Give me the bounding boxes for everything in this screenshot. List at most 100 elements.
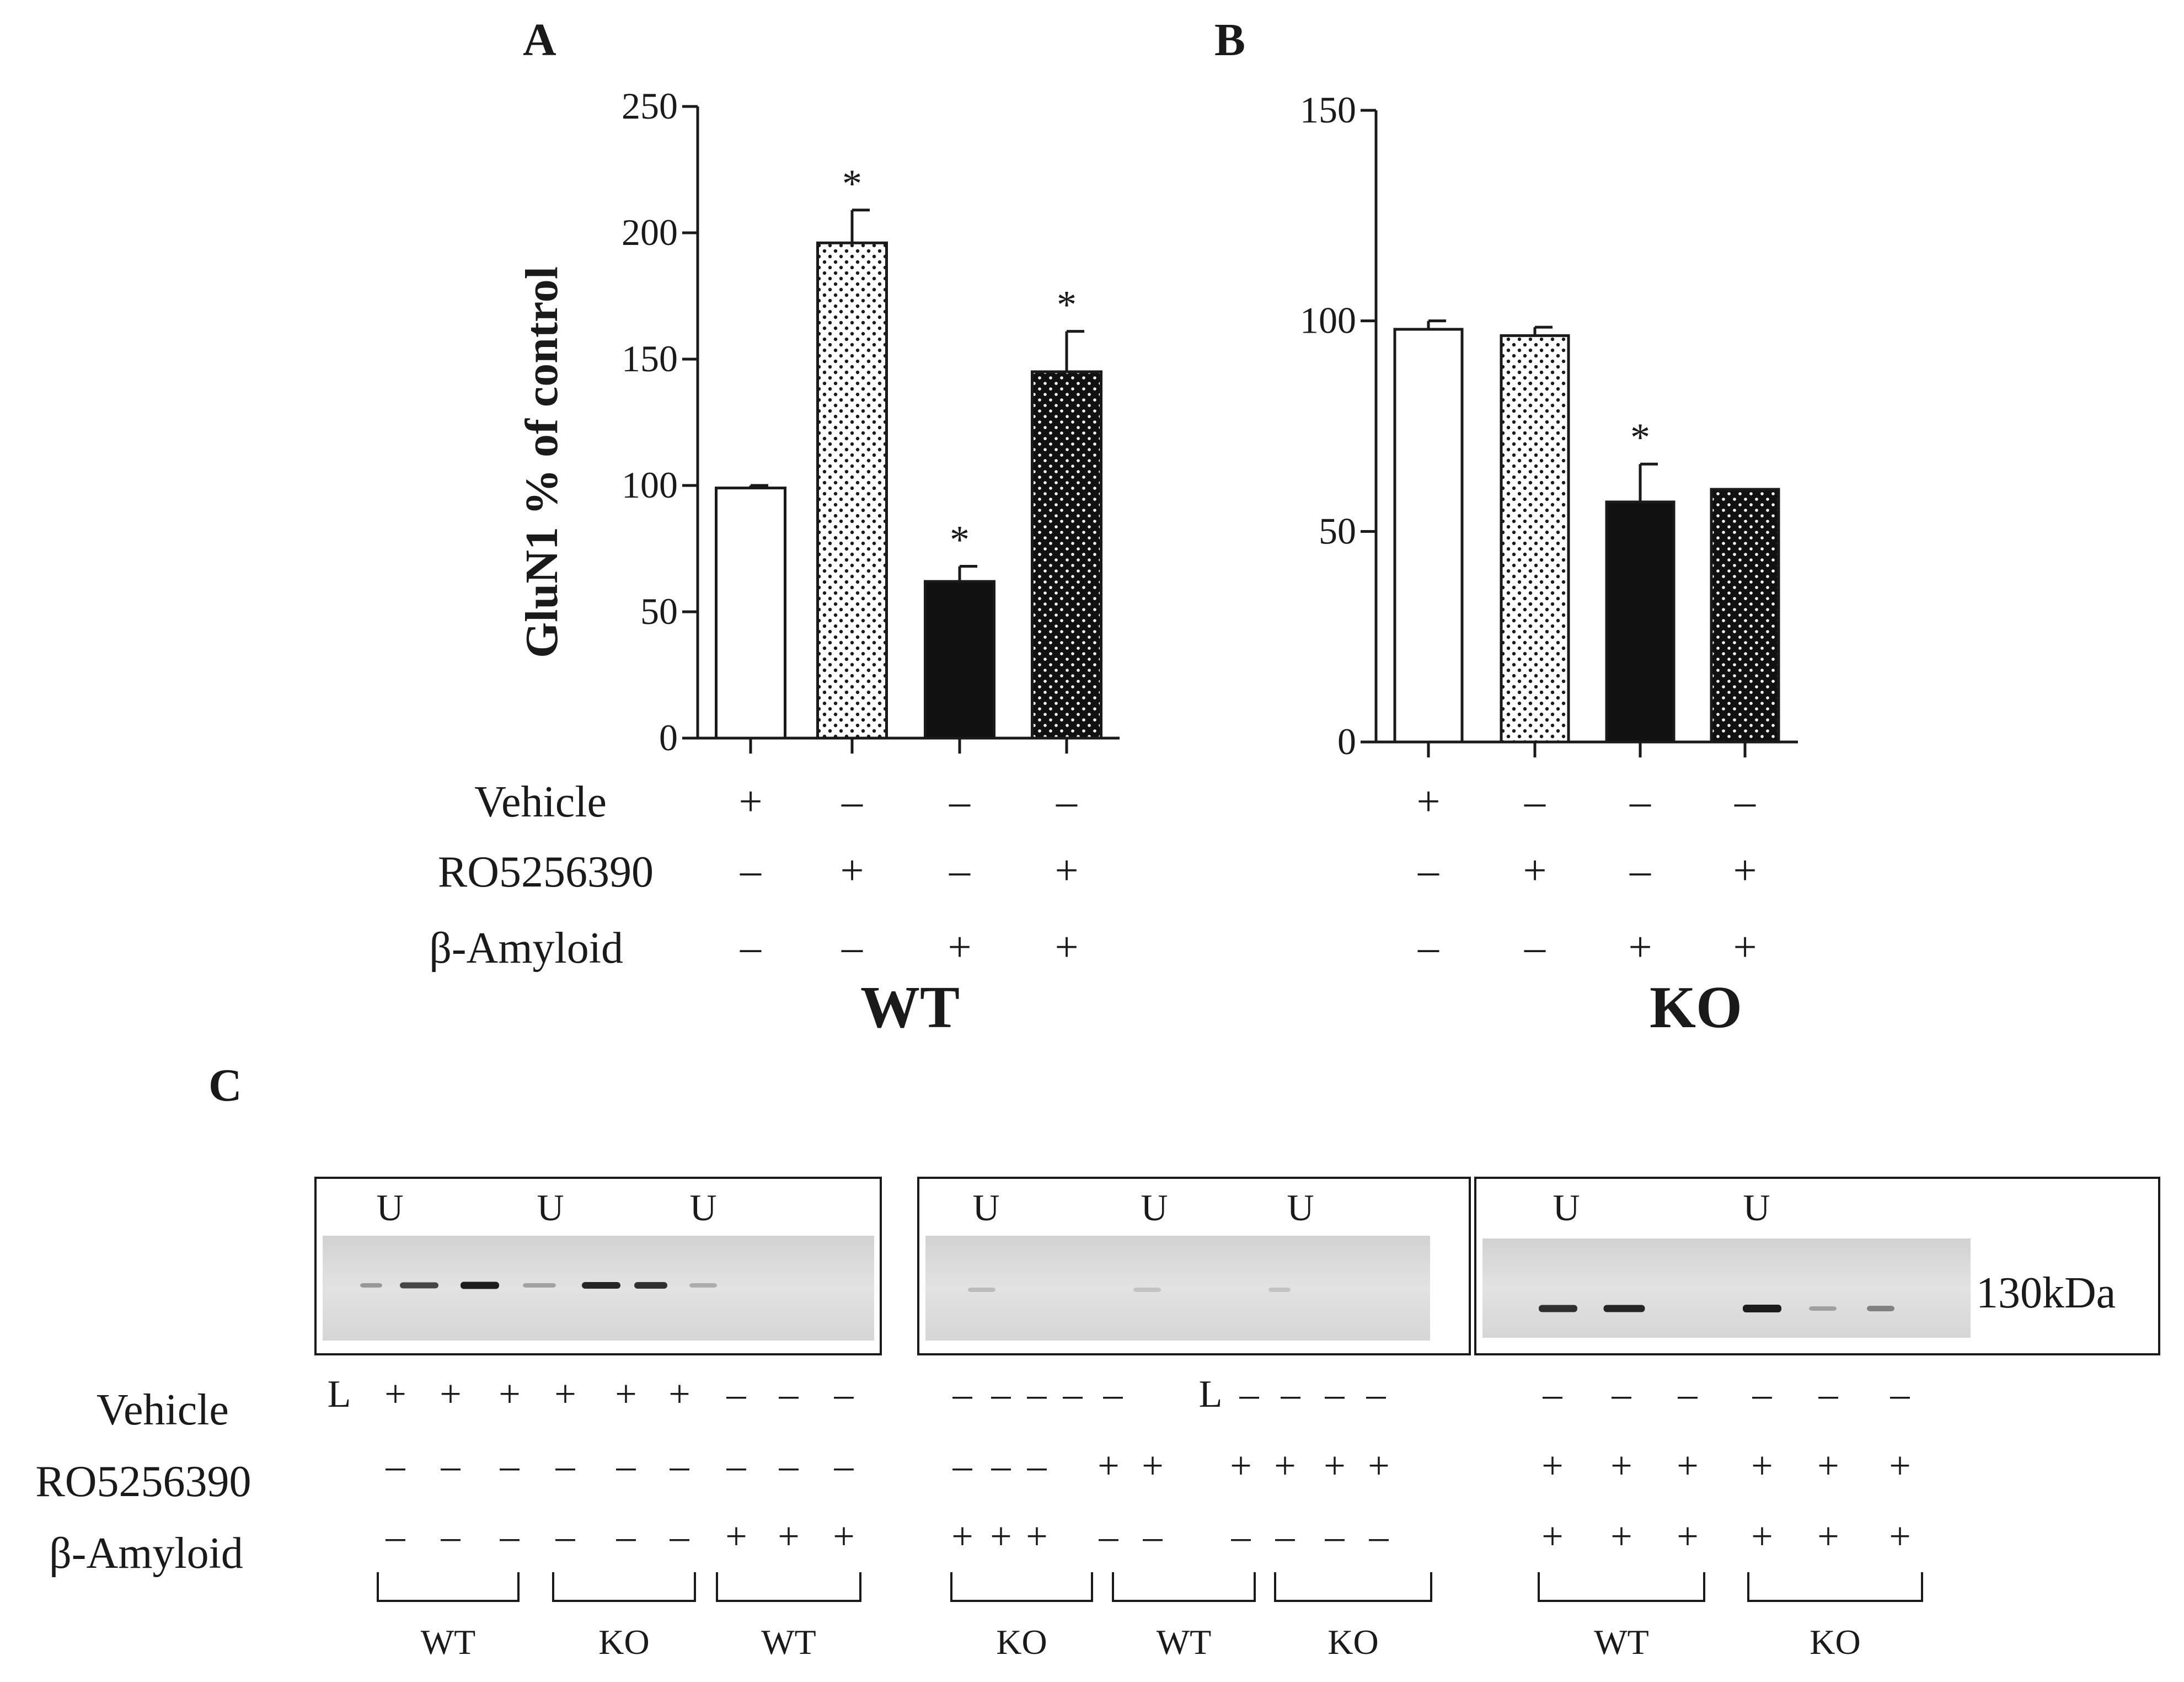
blot-group-bracket: [1112, 1572, 1256, 1602]
condition-sign: –: [1629, 778, 1651, 825]
condition-sign: –: [949, 778, 971, 825]
blot-sign: –: [1231, 1515, 1251, 1558]
chart-b-bar: [1393, 328, 1464, 744]
chart-a-bar: [816, 241, 888, 740]
blot-sign: +: [1889, 1445, 1910, 1487]
blot-sign: +: [1368, 1445, 1389, 1487]
panel-letter-c: C: [208, 1060, 242, 1111]
condition-sign: –: [740, 847, 762, 894]
blot-sign: –: [834, 1373, 854, 1416]
blot-sign: –: [616, 1515, 636, 1558]
blot-bands: [360, 1281, 1894, 1312]
chart-b-bar: [1605, 500, 1676, 744]
blot-sign: –: [1027, 1445, 1047, 1487]
blot-sign: –: [991, 1445, 1011, 1487]
blot-box-3: [1474, 1177, 2160, 1355]
blot-sign: +: [951, 1515, 973, 1558]
blot-sign: +: [1610, 1515, 1632, 1558]
blot-group-label: KO: [598, 1622, 649, 1662]
panel-letter-a: A: [523, 14, 556, 66]
chart-a-y-tick-label: 200: [622, 211, 678, 253]
blot-sign: –: [1143, 1515, 1163, 1558]
condition-sign: –: [1524, 924, 1546, 970]
blot-group-bracket: [1274, 1572, 1432, 1602]
condition-sign: +: [1417, 778, 1441, 825]
group-title-ko: KO: [1650, 975, 1742, 1040]
condition-label-ro5256390: RO5256390: [438, 848, 654, 896]
blot-sign: +: [1098, 1445, 1119, 1487]
blot-sign: +: [725, 1515, 747, 1558]
blot-band: [968, 1288, 995, 1292]
blot-sign: +: [384, 1373, 406, 1416]
blot-band: [1539, 1305, 1577, 1312]
blot-group-label: WT: [1157, 1622, 1212, 1662]
blot-sign: –: [952, 1445, 973, 1487]
blot-sign: +: [1541, 1445, 1563, 1487]
blot-sign: +: [1751, 1515, 1773, 1558]
blot-annotations: U U U U U U U UL + + + + + + – – –– – – – – – – – –– – – – – – + + +– – – –…: [328, 1187, 1923, 1662]
blot-sign: +: [1274, 1445, 1296, 1487]
blot-sign: –: [386, 1515, 406, 1558]
blot-sign: –: [555, 1445, 576, 1487]
blot-sign: –: [952, 1373, 973, 1416]
chart-b-y-tick-label: 100: [1300, 300, 1356, 341]
blot-sign: –: [1275, 1515, 1296, 1558]
blot-sign: –: [1099, 1515, 1119, 1558]
condition-label-beta-amyloid: β-Amyloid: [429, 924, 623, 973]
blot-group-bracket: [1538, 1572, 1705, 1602]
blot-group-bracket: [377, 1572, 520, 1602]
blot-band: [1743, 1305, 1781, 1312]
blot-row-label-vehicle: Vehicle: [97, 1386, 229, 1434]
blot-band: [523, 1283, 556, 1288]
blot-sign: –: [386, 1445, 406, 1487]
group-title-wt: WT: [860, 975, 960, 1040]
blot-sign: –: [1678, 1373, 1698, 1416]
blot-sign: +: [1889, 1515, 1910, 1558]
blot-group-bracket: [716, 1572, 861, 1602]
chart-a-significance-marker: *: [1057, 283, 1077, 327]
blot-band: [689, 1283, 717, 1288]
blot-sign: –: [1325, 1373, 1345, 1416]
blot-sign: +: [990, 1515, 1011, 1558]
condition-sign: –: [841, 778, 863, 825]
condition-label-vehicle: Vehicle: [474, 778, 607, 826]
blot-band: [1268, 1288, 1291, 1292]
blot-sign: L: [328, 1373, 351, 1416]
blot-sign: –: [1027, 1373, 1047, 1416]
condition-sign: +: [841, 847, 864, 894]
blot-sign: +: [833, 1515, 854, 1558]
blot-band: [1133, 1288, 1161, 1292]
blot-sign: –: [1369, 1515, 1389, 1558]
blot-box-2: [917, 1177, 1471, 1355]
blot-sign: –: [779, 1445, 799, 1487]
blot-sign: +: [668, 1373, 690, 1416]
blot-membrane-2: [925, 1236, 1430, 1341]
blot-sign: +: [1677, 1515, 1698, 1558]
blot-sign: +: [1610, 1445, 1632, 1487]
blot-sign: –: [616, 1445, 636, 1487]
condition-signs-a: + – – – – + – + – – + +: [739, 778, 1079, 970]
blot-sign: –: [1325, 1515, 1345, 1558]
blot-band: [1867, 1306, 1894, 1311]
blot-sign: –: [726, 1373, 747, 1416]
blot-sign: –: [1612, 1373, 1632, 1416]
blot-group-label: WT: [421, 1622, 476, 1662]
condition-sign: –: [841, 924, 863, 970]
blot-sign: –: [555, 1515, 576, 1558]
chart-a-y-tick-label: 0: [659, 717, 678, 759]
chart-a-wt: 0 50 100 150 200 250 * * *: [622, 85, 1120, 759]
blot-sign: –: [1103, 1373, 1123, 1416]
chart-a-y-tick-label: 50: [640, 590, 678, 632]
condition-sign: +: [739, 778, 763, 825]
blot-group-bracket: [950, 1572, 1093, 1602]
blot-sign: +: [1142, 1445, 1163, 1487]
blot-row-label-ro5256390: RO5256390: [35, 1457, 251, 1506]
condition-sign: +: [1055, 847, 1079, 894]
blot-sign: –: [1890, 1373, 1910, 1416]
chart-b-y-tick-label: 150: [1300, 89, 1356, 131]
blot-u-mark: U: [1141, 1187, 1168, 1229]
chart-b-bar: [1500, 334, 1570, 744]
blot-sign: –: [834, 1445, 854, 1487]
blot-u-mark: U: [376, 1187, 403, 1229]
